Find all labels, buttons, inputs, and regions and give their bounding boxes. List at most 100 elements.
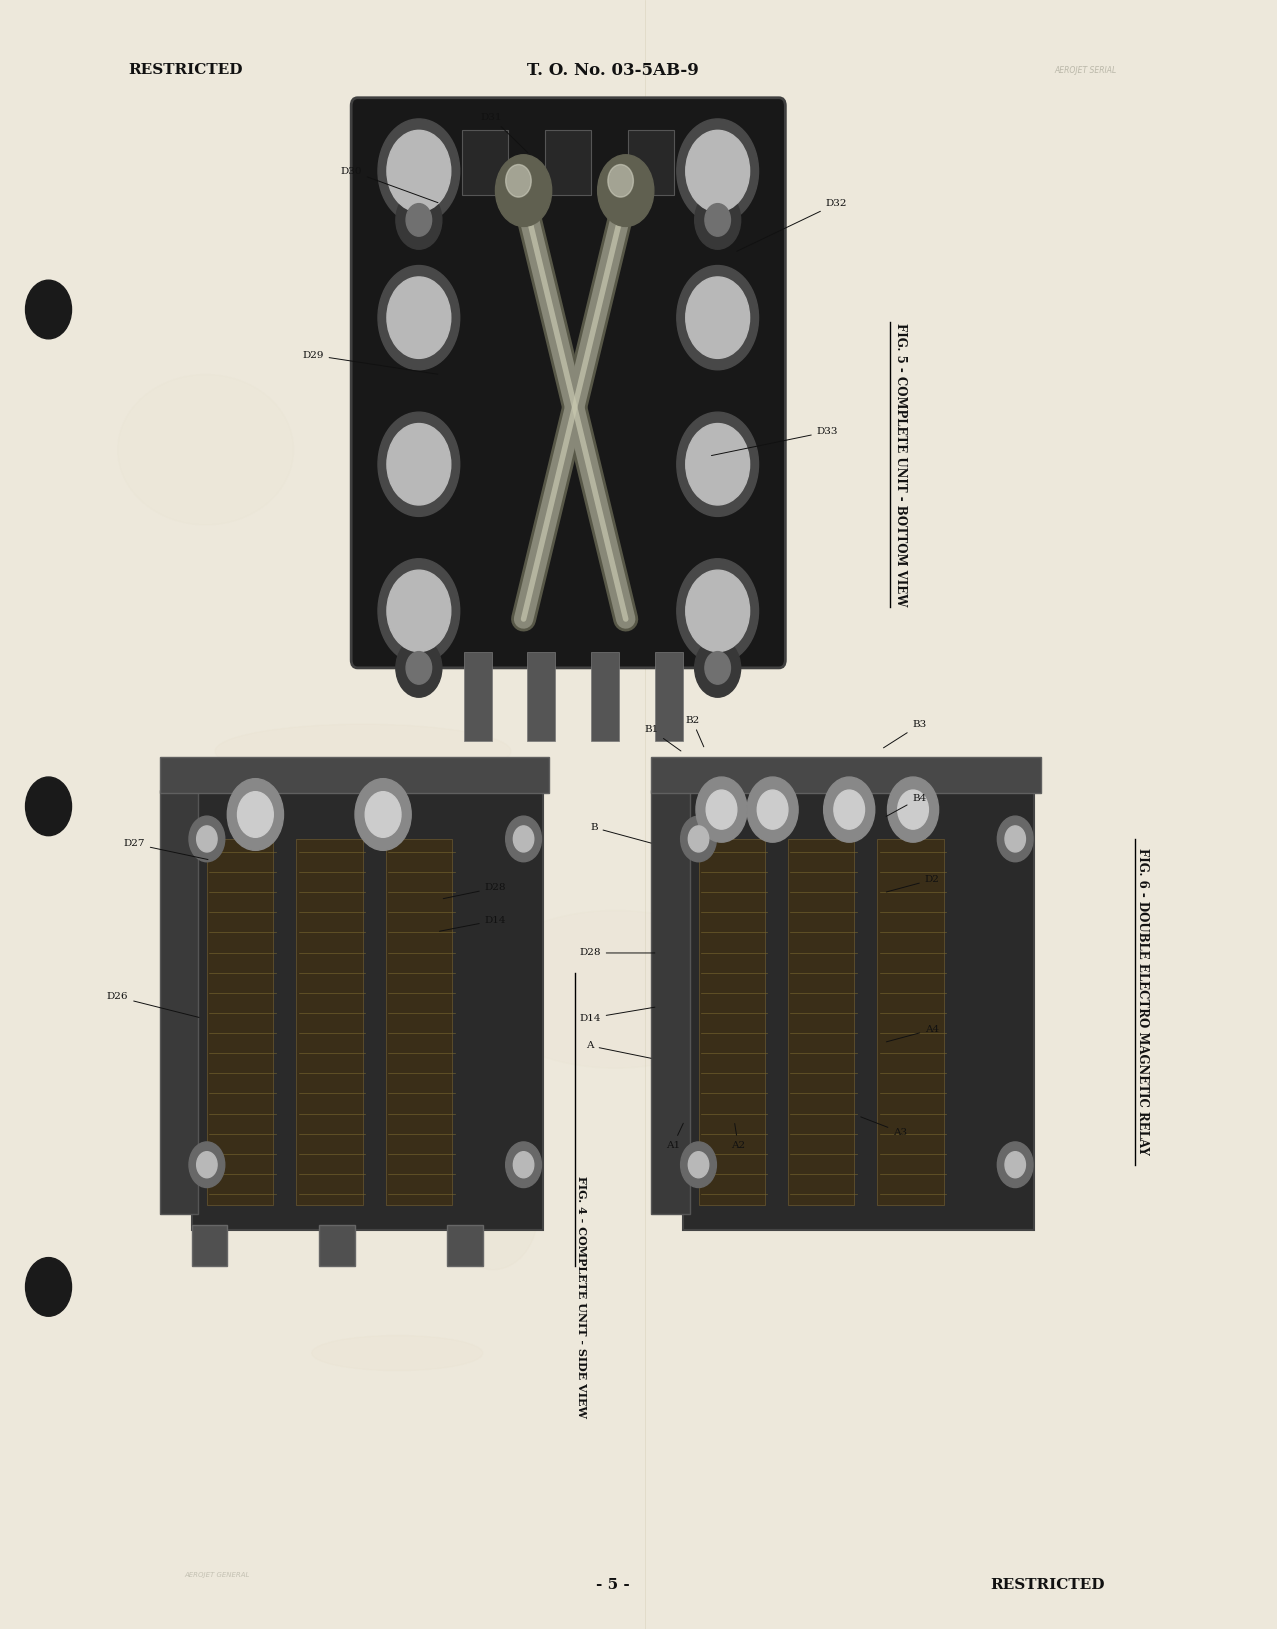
- Circle shape: [378, 266, 460, 370]
- Circle shape: [677, 559, 759, 663]
- Ellipse shape: [117, 375, 294, 525]
- Circle shape: [888, 777, 939, 842]
- Bar: [651, 757, 1041, 793]
- Circle shape: [688, 826, 709, 852]
- Bar: [545, 130, 591, 195]
- Circle shape: [686, 130, 750, 212]
- FancyBboxPatch shape: [160, 790, 198, 1214]
- Text: D31: D31: [481, 112, 527, 153]
- Text: RESTRICTED: RESTRICTED: [990, 1579, 1105, 1592]
- Bar: [655, 652, 683, 741]
- Circle shape: [681, 816, 716, 862]
- Bar: [319, 1225, 355, 1266]
- Bar: [699, 839, 765, 1205]
- Bar: [464, 652, 492, 741]
- Text: D14: D14: [439, 915, 506, 932]
- Text: AEROJET GENERAL: AEROJET GENERAL: [184, 1572, 250, 1579]
- Circle shape: [197, 826, 217, 852]
- Circle shape: [506, 1142, 541, 1188]
- Circle shape: [378, 412, 460, 516]
- Text: A3: A3: [861, 1117, 908, 1137]
- Circle shape: [706, 790, 737, 829]
- Text: FIG. 5 - COMPLETE UNIT - BOTTOM VIEW: FIG. 5 - COMPLETE UNIT - BOTTOM VIEW: [894, 323, 907, 606]
- Circle shape: [396, 191, 442, 249]
- Text: D29: D29: [303, 350, 438, 375]
- Bar: [462, 130, 508, 195]
- Bar: [192, 1225, 227, 1266]
- Bar: [296, 839, 363, 1205]
- Bar: [527, 652, 555, 741]
- Circle shape: [686, 570, 750, 652]
- Text: D32: D32: [737, 199, 847, 251]
- Text: B3: B3: [884, 720, 927, 748]
- Bar: [386, 839, 452, 1205]
- Bar: [628, 130, 674, 195]
- Circle shape: [238, 792, 273, 837]
- Bar: [447, 1225, 483, 1266]
- Bar: [591, 652, 619, 741]
- Circle shape: [997, 1142, 1033, 1188]
- Text: D26: D26: [107, 992, 199, 1018]
- Circle shape: [26, 1258, 72, 1316]
- Bar: [877, 839, 944, 1205]
- Bar: [192, 774, 543, 1230]
- Circle shape: [696, 777, 747, 842]
- Circle shape: [695, 639, 741, 697]
- FancyBboxPatch shape: [351, 98, 785, 668]
- Bar: [207, 839, 273, 1205]
- Circle shape: [705, 204, 730, 236]
- Text: T. O. No. 03-5AB-9: T. O. No. 03-5AB-9: [527, 62, 699, 78]
- Text: D28: D28: [580, 948, 655, 958]
- Circle shape: [695, 191, 741, 249]
- Text: B1: B1: [644, 725, 681, 751]
- Circle shape: [598, 155, 654, 226]
- Circle shape: [378, 559, 460, 663]
- Circle shape: [677, 119, 759, 223]
- Circle shape: [513, 1152, 534, 1178]
- Text: B2: B2: [684, 715, 704, 746]
- Circle shape: [365, 792, 401, 837]
- Text: A4: A4: [886, 1025, 940, 1043]
- Text: D33: D33: [711, 427, 838, 456]
- Circle shape: [378, 119, 460, 223]
- Circle shape: [396, 639, 442, 697]
- Circle shape: [757, 790, 788, 829]
- Text: - 5 -: - 5 -: [596, 1579, 630, 1592]
- Circle shape: [686, 424, 750, 505]
- Text: FIG. 6 - DOUBLE ELECTRO MAGNETIC RELAY: FIG. 6 - DOUBLE ELECTRO MAGNETIC RELAY: [1137, 849, 1149, 1155]
- Circle shape: [898, 790, 928, 829]
- Ellipse shape: [908, 930, 990, 1010]
- Circle shape: [495, 155, 552, 226]
- Circle shape: [997, 816, 1033, 862]
- Circle shape: [1005, 826, 1025, 852]
- Circle shape: [688, 1152, 709, 1178]
- Circle shape: [189, 1142, 225, 1188]
- Text: D14: D14: [580, 1007, 655, 1023]
- Text: AEROJET SERIAL: AEROJET SERIAL: [1055, 65, 1116, 75]
- Text: D30: D30: [341, 166, 438, 202]
- Circle shape: [834, 790, 865, 829]
- Circle shape: [681, 1142, 716, 1188]
- Bar: [651, 790, 690, 1214]
- Circle shape: [197, 1152, 217, 1178]
- Circle shape: [387, 570, 451, 652]
- Circle shape: [686, 277, 750, 358]
- Circle shape: [26, 280, 72, 339]
- Text: B: B: [590, 823, 651, 844]
- Circle shape: [513, 826, 534, 852]
- Circle shape: [387, 277, 451, 358]
- Circle shape: [406, 652, 432, 684]
- Text: A2: A2: [730, 1124, 746, 1150]
- Circle shape: [1005, 1152, 1025, 1178]
- Circle shape: [387, 130, 451, 212]
- Circle shape: [705, 652, 730, 684]
- Text: D2: D2: [886, 875, 940, 893]
- Circle shape: [355, 779, 411, 850]
- Circle shape: [608, 165, 633, 197]
- Circle shape: [227, 779, 283, 850]
- Circle shape: [506, 816, 541, 862]
- Circle shape: [506, 165, 531, 197]
- Circle shape: [26, 777, 72, 836]
- Bar: [160, 757, 549, 793]
- Text: A: A: [586, 1041, 651, 1059]
